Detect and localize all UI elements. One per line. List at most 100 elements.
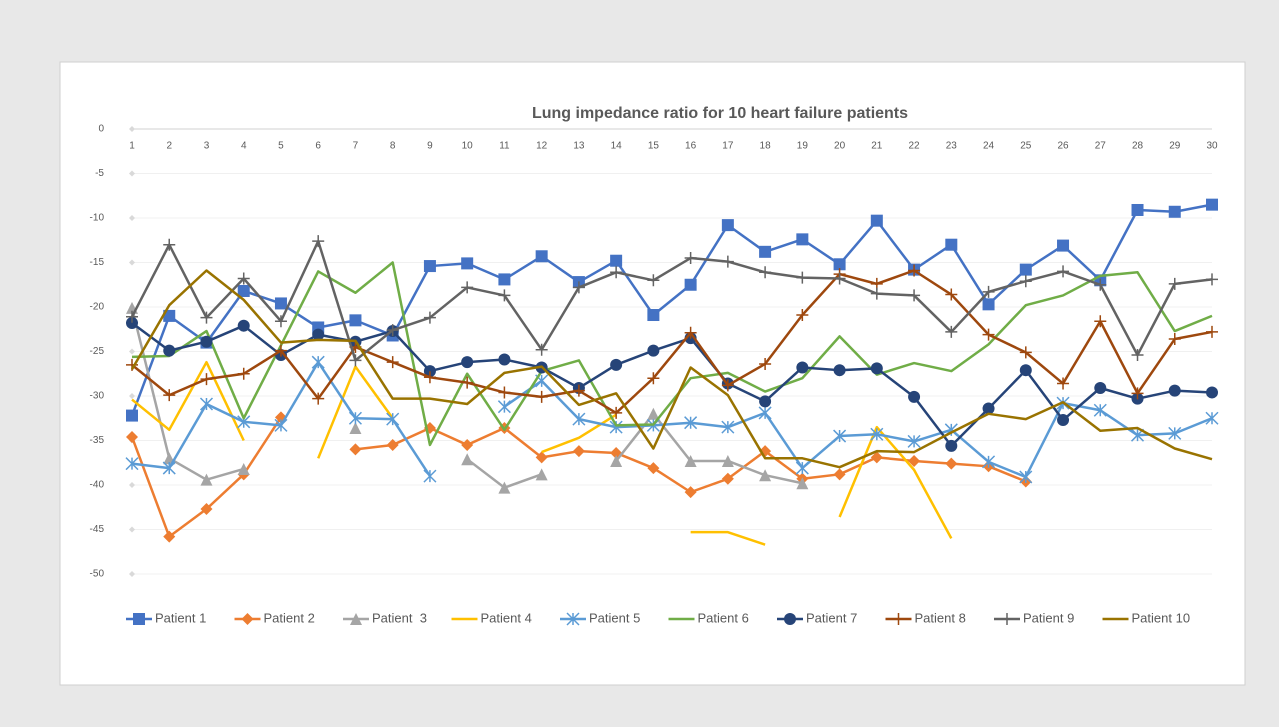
marker <box>610 266 623 279</box>
marker <box>125 457 139 471</box>
legend-marker <box>350 613 362 625</box>
marker <box>1057 414 1070 427</box>
marker <box>1168 333 1181 346</box>
marker <box>535 250 548 263</box>
marker <box>610 254 623 267</box>
marker <box>759 357 772 370</box>
series-line <box>690 530 766 546</box>
marker <box>572 384 585 397</box>
marker <box>647 462 660 475</box>
marker <box>759 266 772 279</box>
marker <box>684 486 697 499</box>
marker <box>163 344 176 357</box>
x-tick-label: 27 <box>1095 141 1107 152</box>
marker <box>126 409 138 422</box>
marker <box>312 328 325 341</box>
marker <box>647 372 660 385</box>
marker <box>1131 203 1144 216</box>
marker <box>498 273 511 286</box>
x-tick-label: 18 <box>760 141 772 152</box>
x-tick-label: 20 <box>834 141 846 152</box>
marker <box>386 412 400 426</box>
marker <box>945 238 958 251</box>
marker <box>721 379 734 392</box>
marker <box>200 503 213 516</box>
marker <box>237 272 250 285</box>
series-line <box>130 307 245 481</box>
marker <box>535 451 548 464</box>
x-tick-label: 3 <box>204 141 210 152</box>
legend-marker <box>566 612 580 626</box>
y-tick-label: -20 <box>90 302 105 313</box>
marker <box>796 233 809 246</box>
marker <box>386 438 399 451</box>
marker <box>870 362 883 375</box>
marker <box>386 324 399 337</box>
marker <box>759 395 772 408</box>
y-tick-label: -40 <box>90 480 105 491</box>
marker <box>684 278 697 291</box>
marker <box>833 364 846 377</box>
x-tick-label: 28 <box>1132 141 1144 152</box>
legend-label: Patient 10 <box>1132 610 1191 625</box>
marker <box>163 389 176 402</box>
series-line <box>131 261 1213 447</box>
x-tick-label: 25 <box>1020 141 1032 152</box>
marker <box>126 430 138 443</box>
y-tick-mark <box>129 215 135 221</box>
marker <box>423 260 436 273</box>
marker <box>461 438 474 451</box>
marker <box>274 297 287 310</box>
marker <box>684 454 697 467</box>
series-line <box>503 379 1213 479</box>
x-tick-label: 9 <box>427 141 433 152</box>
marker <box>1019 470 1033 484</box>
marker <box>163 530 176 543</box>
y-tick-label: -30 <box>90 391 105 402</box>
series-line <box>131 322 1213 448</box>
marker <box>1057 265 1070 278</box>
y-tick-label: -10 <box>90 213 105 224</box>
marker <box>312 235 325 248</box>
chart-title: Lung impedance ratio for 10 heart failur… <box>532 105 908 122</box>
x-tick-label: 29 <box>1169 141 1181 152</box>
series-line <box>130 269 1213 469</box>
marker <box>908 390 921 403</box>
marker <box>497 400 511 414</box>
marker <box>572 412 586 426</box>
marker <box>908 289 921 302</box>
marker <box>647 274 660 287</box>
marker <box>1094 278 1107 291</box>
marker <box>498 353 511 366</box>
marker <box>1168 277 1181 290</box>
marker <box>647 309 660 322</box>
marker <box>684 252 697 265</box>
marker <box>870 427 884 441</box>
marker <box>1019 364 1032 377</box>
marker <box>349 422 362 435</box>
marker <box>423 311 436 324</box>
marker <box>274 344 287 357</box>
marker <box>795 461 809 475</box>
marker <box>684 416 698 430</box>
chart-card <box>59 61 1246 686</box>
y-tick-label: -5 <box>95 168 104 179</box>
marker <box>200 473 213 486</box>
legend-label: Patient 8 <box>915 610 966 625</box>
marker <box>833 429 847 443</box>
legend-label: Patient 7 <box>806 610 857 625</box>
x-tick-label: 14 <box>611 141 623 152</box>
y-tick-label: -45 <box>90 524 105 535</box>
marker <box>349 354 362 367</box>
series-line <box>317 365 394 459</box>
legend-marker <box>133 613 145 625</box>
marker <box>1093 403 1107 417</box>
y-tick-label: 0 <box>98 124 104 135</box>
marker <box>423 365 436 378</box>
marker <box>311 355 325 369</box>
marker <box>274 418 288 432</box>
marker <box>1168 426 1182 440</box>
marker <box>945 457 958 470</box>
